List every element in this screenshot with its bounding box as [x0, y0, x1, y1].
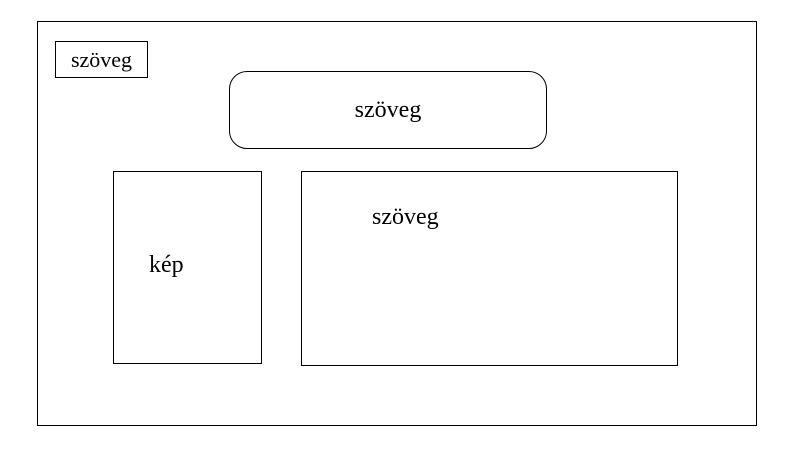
content-text: szöveg — [372, 204, 439, 230]
small-text-box: szöveg — [55, 41, 148, 78]
image-placeholder-box: kép — [113, 171, 262, 364]
small-text-label: szöveg — [70, 46, 133, 72]
heading-text: szöveg — [354, 96, 422, 123]
page-frame — [37, 21, 757, 426]
image-placeholder-label: kép — [149, 252, 184, 278]
content-box: szöveg — [301, 171, 678, 366]
heading-box: szöveg — [229, 71, 547, 149]
